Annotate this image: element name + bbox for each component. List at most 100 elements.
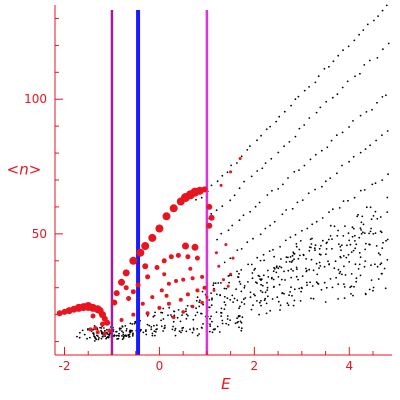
highlight-point bbox=[118, 278, 125, 286]
highlight-point bbox=[171, 315, 176, 320]
background-point bbox=[211, 298, 213, 301]
background-point bbox=[308, 268, 311, 271]
background-point bbox=[340, 249, 342, 252]
background-point bbox=[249, 291, 252, 294]
background-point bbox=[155, 331, 157, 333]
background-point bbox=[387, 42, 390, 45]
background-point bbox=[254, 294, 256, 297]
background-point bbox=[131, 323, 134, 325]
highlight-point bbox=[159, 288, 164, 293]
background-point bbox=[336, 93, 339, 96]
background-point bbox=[369, 144, 371, 147]
background-point bbox=[174, 334, 177, 337]
background-point bbox=[151, 334, 154, 337]
background-point bbox=[285, 261, 288, 263]
background-point bbox=[212, 284, 215, 287]
background-point bbox=[283, 292, 285, 295]
background-point bbox=[174, 327, 177, 330]
axes: 50 100 -2 0 2 4 E <n> bbox=[7, 5, 392, 393]
background-point bbox=[335, 276, 337, 279]
background-point bbox=[221, 322, 224, 325]
background-point bbox=[240, 155, 243, 158]
background-point bbox=[370, 264, 372, 266]
background-point bbox=[293, 299, 296, 302]
background-point bbox=[272, 248, 274, 251]
background-point bbox=[260, 283, 262, 286]
background-point bbox=[382, 241, 384, 244]
background-point bbox=[331, 238, 333, 241]
background-point bbox=[332, 60, 335, 63]
background-point bbox=[116, 338, 119, 340]
background-point bbox=[196, 334, 199, 337]
background-point bbox=[259, 289, 262, 292]
background-point bbox=[250, 175, 253, 178]
background-point bbox=[359, 114, 362, 117]
background-point bbox=[372, 233, 375, 235]
background-point bbox=[301, 229, 303, 232]
background-point bbox=[355, 280, 358, 283]
background-point bbox=[277, 276, 280, 278]
background-point bbox=[236, 270, 238, 273]
background-point bbox=[327, 260, 329, 263]
background-point bbox=[256, 300, 258, 302]
background-point bbox=[281, 292, 283, 295]
background-point bbox=[185, 313, 188, 316]
background-point bbox=[132, 332, 134, 335]
highlight-point bbox=[229, 272, 233, 276]
background-point bbox=[185, 308, 187, 310]
background-point bbox=[227, 229, 230, 232]
highlight-point bbox=[175, 252, 181, 258]
y-tick-label: 50 bbox=[32, 227, 47, 241]
background-point bbox=[303, 89, 306, 92]
background-point bbox=[189, 328, 191, 331]
background-point bbox=[275, 271, 278, 274]
background-point bbox=[353, 234, 356, 237]
background-point bbox=[360, 221, 363, 224]
background-point bbox=[372, 289, 374, 292]
background-point bbox=[220, 282, 222, 284]
background-point bbox=[324, 301, 327, 303]
background-point bbox=[121, 325, 124, 328]
background-point bbox=[221, 319, 224, 322]
background-point bbox=[256, 282, 258, 284]
background-point bbox=[211, 320, 213, 323]
background-point bbox=[365, 111, 368, 113]
background-point bbox=[325, 286, 328, 289]
background-point bbox=[264, 162, 267, 165]
background-point bbox=[318, 261, 321, 264]
background-point bbox=[261, 291, 264, 294]
background-point bbox=[228, 281, 231, 284]
background-point bbox=[199, 299, 201, 302]
background-point bbox=[234, 322, 237, 325]
background-point bbox=[358, 252, 361, 254]
background-point bbox=[240, 301, 243, 304]
x-tick-label: 4 bbox=[345, 359, 353, 373]
highlight-point bbox=[155, 224, 164, 233]
background-point bbox=[370, 218, 373, 221]
background-point bbox=[358, 236, 361, 239]
background-point bbox=[240, 248, 243, 250]
background-point bbox=[284, 279, 286, 281]
background-point bbox=[359, 256, 362, 259]
background-point bbox=[252, 304, 254, 307]
background-point bbox=[249, 145, 251, 148]
background-point bbox=[292, 270, 294, 272]
background-point bbox=[264, 291, 267, 294]
background-point bbox=[291, 207, 294, 210]
background-point bbox=[225, 322, 228, 325]
background-point bbox=[359, 227, 362, 230]
background-point bbox=[124, 325, 127, 327]
background-point bbox=[160, 319, 163, 322]
background-point bbox=[233, 194, 236, 197]
background-point bbox=[385, 4, 388, 7]
background-point bbox=[196, 328, 199, 330]
background-point bbox=[290, 276, 293, 279]
background-point bbox=[280, 258, 282, 260]
background-point bbox=[309, 238, 312, 241]
background-point bbox=[348, 239, 351, 242]
background-point bbox=[223, 295, 226, 298]
background-point bbox=[226, 171, 229, 174]
background-point bbox=[226, 318, 229, 320]
background-point bbox=[360, 233, 363, 235]
